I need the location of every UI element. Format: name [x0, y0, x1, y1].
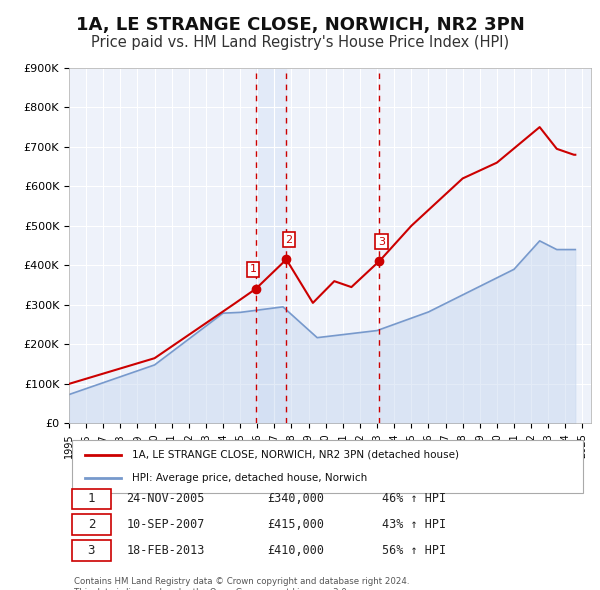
Text: 3: 3	[378, 237, 385, 247]
Text: 43% ↑ HPI: 43% ↑ HPI	[382, 517, 446, 530]
FancyBboxPatch shape	[71, 489, 111, 509]
Text: 1A, LE STRANGE CLOSE, NORWICH, NR2 3PN: 1A, LE STRANGE CLOSE, NORWICH, NR2 3PN	[76, 16, 524, 34]
FancyBboxPatch shape	[71, 440, 583, 493]
Text: 3: 3	[88, 543, 95, 556]
Bar	[256, 68, 286, 424]
Text: 2: 2	[88, 517, 95, 530]
Text: 1: 1	[250, 264, 256, 274]
FancyBboxPatch shape	[71, 514, 111, 535]
Text: 10-SEP-2007: 10-SEP-2007	[127, 517, 205, 530]
Text: 24-NOV-2005: 24-NOV-2005	[127, 491, 205, 504]
Text: £410,000: £410,000	[268, 543, 325, 556]
Text: 1A, LE STRANGE CLOSE, NORWICH, NR2 3PN (detached house): 1A, LE STRANGE CLOSE, NORWICH, NR2 3PN (…	[131, 450, 458, 460]
Text: £415,000: £415,000	[268, 517, 325, 530]
FancyBboxPatch shape	[71, 540, 111, 561]
Text: £340,000: £340,000	[268, 491, 325, 504]
Text: HPI: Average price, detached house, Norwich: HPI: Average price, detached house, Norw…	[131, 473, 367, 483]
Text: 18-FEB-2013: 18-FEB-2013	[127, 543, 205, 556]
Text: 2: 2	[286, 235, 292, 245]
Text: Contains HM Land Registry data © Crown copyright and database right 2024.
This d: Contains HM Land Registry data © Crown c…	[74, 578, 410, 590]
Text: Price paid vs. HM Land Registry's House Price Index (HPI): Price paid vs. HM Land Registry's House …	[91, 35, 509, 50]
Text: 1: 1	[88, 491, 95, 504]
Text: 46% ↑ HPI: 46% ↑ HPI	[382, 491, 446, 504]
Text: 56% ↑ HPI: 56% ↑ HPI	[382, 543, 446, 556]
